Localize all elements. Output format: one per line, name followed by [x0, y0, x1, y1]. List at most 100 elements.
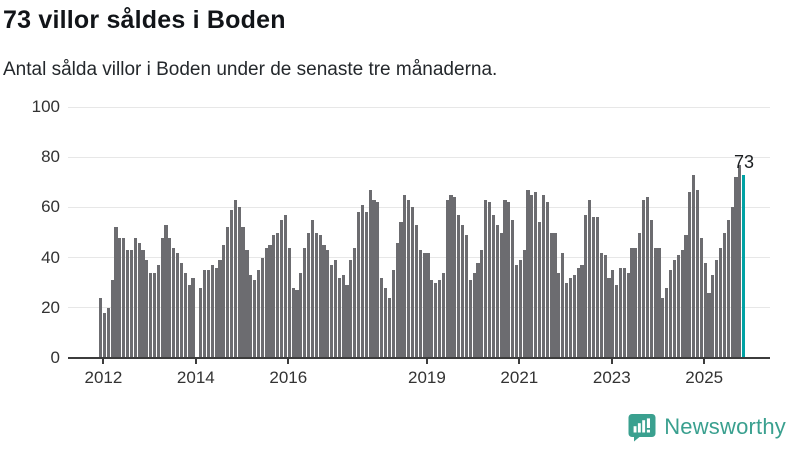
- bar: [152, 272, 157, 358]
- bar: [449, 194, 453, 358]
- bar: [672, 260, 676, 358]
- x-axis-label: 2012: [84, 368, 123, 387]
- bar: [218, 260, 222, 358]
- bar: [222, 245, 226, 358]
- bar: [168, 237, 172, 358]
- bar: [445, 199, 449, 358]
- bar: [310, 219, 314, 358]
- bar: [164, 224, 168, 358]
- bar: [649, 219, 653, 358]
- x-axis-label: 2023: [592, 368, 631, 387]
- bar: [726, 219, 730, 358]
- bar: [707, 292, 711, 358]
- bar: [149, 272, 153, 358]
- bar: [291, 287, 295, 358]
- bar: [564, 282, 569, 358]
- bar: [368, 189, 372, 358]
- bar: [326, 250, 330, 358]
- value-annotation: 73: [734, 151, 755, 172]
- bar: [299, 272, 303, 358]
- bar: [676, 255, 680, 358]
- x-axis-tick: [703, 358, 706, 364]
- bar: [661, 297, 665, 358]
- bar: [418, 250, 422, 358]
- bar: [229, 209, 234, 358]
- bar: [422, 252, 426, 358]
- bar: [114, 227, 118, 358]
- newsworthy-logo-icon: [627, 412, 657, 442]
- bar: [461, 224, 465, 358]
- bar: [172, 247, 176, 358]
- bar: [272, 235, 276, 358]
- newsworthy-logo-text: Newsworthy: [664, 414, 786, 439]
- bar: [276, 232, 280, 358]
- bar: [491, 214, 495, 358]
- chart-header: 73 villor såldes i Boden Antal sålda vil…: [3, 6, 783, 81]
- bar: [253, 280, 257, 358]
- bar: [349, 260, 353, 358]
- bar: [345, 285, 349, 358]
- y-axis-label: 60: [41, 197, 60, 217]
- bar: [511, 219, 515, 358]
- bar: [476, 262, 480, 358]
- bar: [256, 270, 261, 358]
- bar: [622, 267, 626, 358]
- bar: [106, 307, 110, 358]
- bar: [314, 232, 318, 358]
- bar: [133, 237, 137, 358]
- bar: [364, 212, 368, 358]
- bar: [214, 267, 218, 358]
- bar: [376, 202, 380, 358]
- gridline: [68, 156, 770, 158]
- bar: [499, 232, 503, 358]
- bar: [665, 287, 669, 358]
- gridline: [68, 106, 770, 108]
- bar: [264, 247, 268, 358]
- bar: [638, 232, 642, 358]
- bar: [657, 247, 661, 358]
- bar: [122, 237, 126, 358]
- bar: [283, 214, 288, 358]
- bar: [260, 257, 264, 358]
- bar: [507, 202, 511, 358]
- bar: [306, 232, 311, 358]
- bar: [437, 280, 442, 358]
- x-axis-label: 2019: [408, 368, 446, 387]
- bar: [179, 262, 184, 358]
- x-axis-label: 2016: [269, 368, 308, 387]
- bar: [268, 245, 272, 358]
- x-axis-tick: [518, 358, 521, 364]
- bar: [353, 247, 357, 358]
- bar: [387, 297, 391, 358]
- bar: [202, 270, 207, 358]
- bar: [441, 272, 445, 358]
- bar: [522, 250, 526, 358]
- bar: [280, 219, 284, 358]
- bar: [414, 224, 418, 358]
- bar: [495, 224, 499, 358]
- bar: [634, 247, 638, 358]
- bar: [410, 207, 415, 358]
- bar: [137, 242, 141, 358]
- bar: [722, 232, 727, 358]
- bar: [568, 277, 572, 358]
- bar: [199, 287, 203, 358]
- bar: [245, 250, 249, 358]
- bar: [530, 194, 534, 358]
- bar: [233, 199, 237, 358]
- bar: [576, 267, 580, 358]
- page-subtitle: Antal sålda villor i Boden under de sena…: [3, 59, 498, 80]
- page-title: 73 villor såldes i Boden: [3, 6, 286, 34]
- bar: [611, 270, 615, 358]
- bar: [176, 252, 180, 358]
- bar: [430, 280, 434, 358]
- bar: [545, 202, 549, 358]
- bar: [322, 245, 326, 358]
- x-axis-tick: [610, 358, 613, 364]
- bar: [295, 290, 299, 358]
- bar: [599, 252, 603, 358]
- bar: [557, 272, 561, 358]
- bar-series: [99, 107, 746, 358]
- bar: [99, 297, 103, 358]
